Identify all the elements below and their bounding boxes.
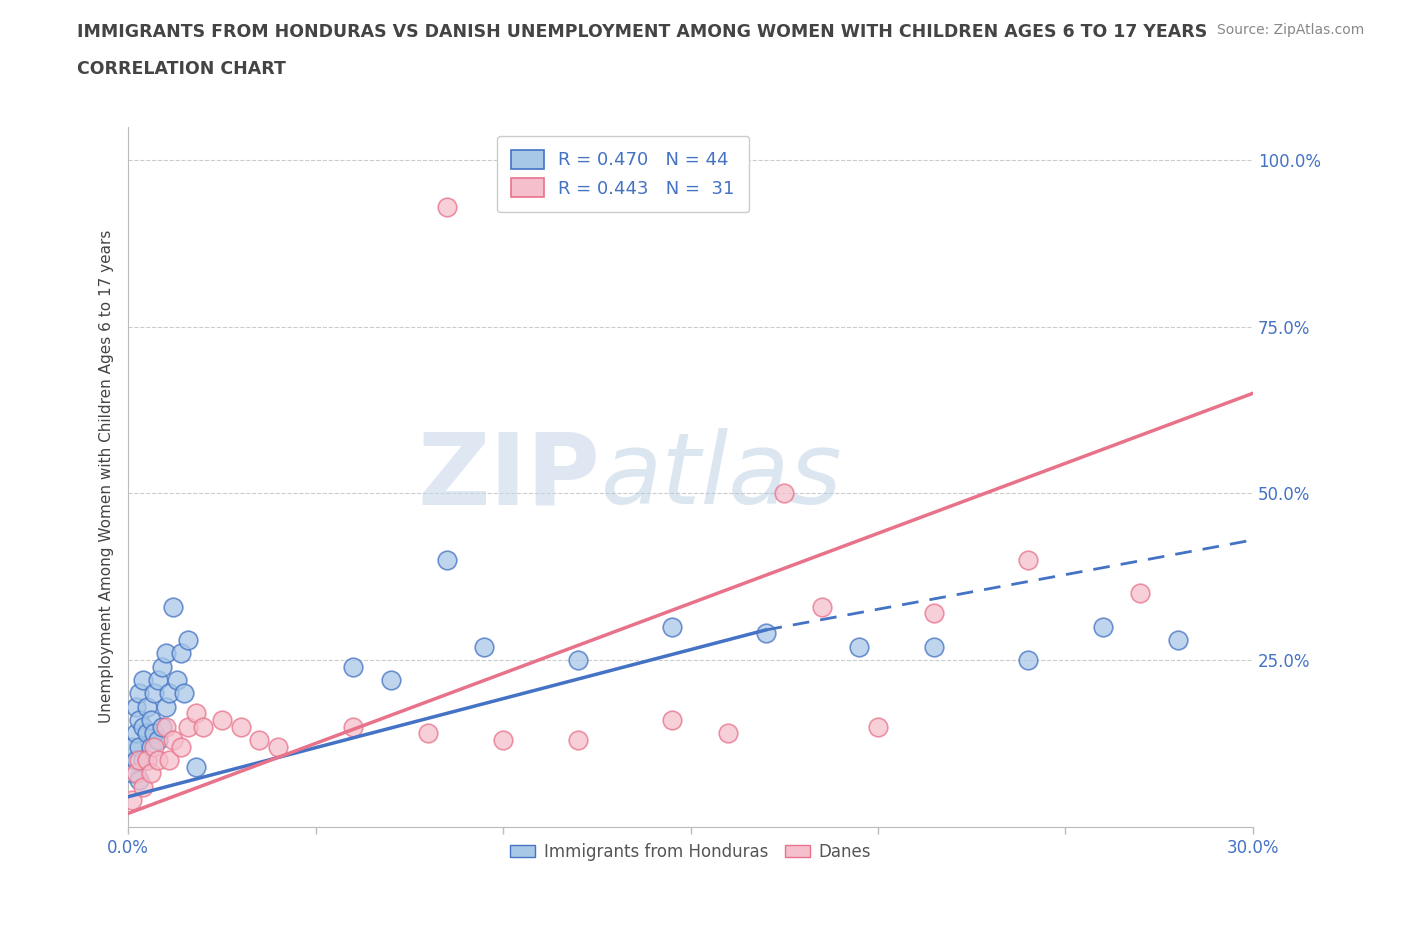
Point (148, 672, 170, 687)
Point (1091, 619, 1114, 634)
Point (866, 719, 889, 734)
Point (136, 752, 159, 767)
Point (125, 726, 148, 741)
Point (148, 733, 170, 748)
Point (155, 719, 177, 734)
Point (128, 686, 150, 701)
Point (128, 739, 150, 754)
Point (661, 712, 683, 727)
Text: IMMIGRANTS FROM HONDURAS VS DANISH UNEMPLOYMENT AMONG WOMEN WITH CHILDREN AGES 6: IMMIGRANTS FROM HONDURAS VS DANISH UNEMP… (77, 23, 1208, 41)
Point (1017, 552, 1039, 567)
Point (1129, 586, 1152, 601)
Point (139, 739, 162, 754)
Point (211, 712, 233, 727)
Point (125, 766, 148, 781)
Point (567, 653, 589, 668)
Point (143, 726, 166, 741)
Point (125, 699, 148, 714)
Point (121, 766, 143, 781)
Point (143, 686, 166, 701)
Point (132, 752, 155, 767)
Point (436, 199, 458, 214)
Point (121, 739, 143, 754)
Point (848, 639, 870, 654)
Point (380, 672, 402, 687)
Point (418, 726, 440, 741)
Text: atlas: atlas (600, 428, 842, 525)
Point (128, 752, 150, 767)
Text: Source: ZipAtlas.com: Source: ZipAtlas.com (1216, 23, 1364, 37)
Point (173, 686, 195, 701)
Point (170, 646, 193, 661)
Point (136, 726, 159, 741)
Point (342, 659, 364, 674)
Legend: Immigrants from Honduras, Danes: Immigrants from Honduras, Danes (503, 836, 877, 868)
Point (148, 752, 170, 767)
Point (1017, 653, 1039, 668)
Point (229, 719, 252, 734)
Point (155, 699, 177, 714)
Point (132, 719, 155, 734)
Point (342, 719, 364, 734)
Point (1167, 632, 1189, 647)
Point (474, 639, 496, 654)
Point (143, 739, 166, 754)
Point (184, 759, 207, 774)
Text: ZIP: ZIP (418, 428, 600, 525)
Point (922, 606, 945, 621)
Point (159, 686, 181, 701)
Point (139, 766, 162, 781)
Point (193, 719, 215, 734)
Point (125, 752, 148, 767)
Point (249, 733, 271, 748)
Point (136, 699, 159, 714)
Point (150, 719, 173, 734)
Y-axis label: Unemployment Among Women with Children Ages 6 to 17 years: Unemployment Among Women with Children A… (100, 230, 114, 724)
Point (128, 773, 150, 788)
Point (121, 792, 143, 807)
Point (166, 672, 188, 687)
Point (162, 733, 184, 748)
Point (773, 485, 796, 500)
Text: CORRELATION CHART: CORRELATION CHART (77, 60, 287, 78)
Point (128, 712, 150, 727)
Point (139, 712, 162, 727)
Point (136, 752, 159, 767)
Point (810, 599, 832, 614)
Point (717, 726, 740, 741)
Point (661, 619, 683, 634)
Point (754, 626, 776, 641)
Point (436, 552, 458, 567)
Point (922, 639, 945, 654)
Point (267, 739, 290, 754)
Point (177, 719, 200, 734)
Point (162, 599, 184, 614)
Point (132, 672, 155, 687)
Point (159, 752, 181, 767)
Point (184, 706, 207, 721)
Point (177, 632, 200, 647)
Point (150, 659, 173, 674)
Point (567, 733, 589, 748)
Point (132, 779, 155, 794)
Point (492, 733, 515, 748)
Point (155, 646, 177, 661)
Point (170, 739, 193, 754)
